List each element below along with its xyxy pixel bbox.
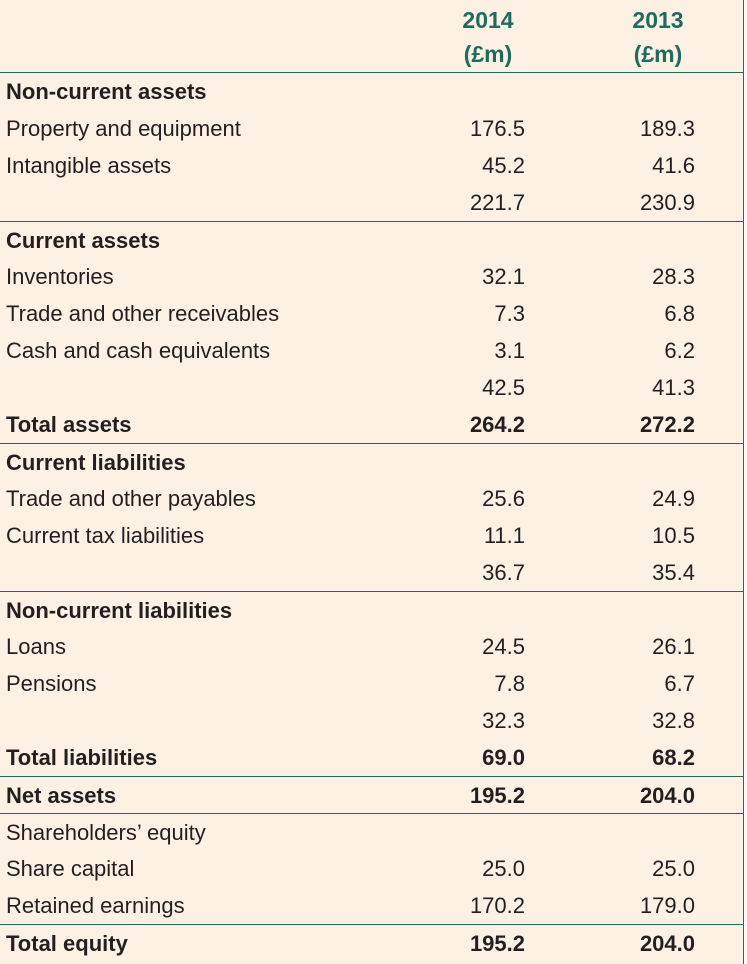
value-2014: 45.2 — [482, 153, 525, 178]
value-2014: 69.0 — [482, 745, 525, 770]
table-row: Inventories 32.1 28.3 — [0, 258, 743, 295]
value-2013: 6.2 — [664, 338, 695, 363]
row-label: Non-current assets — [6, 79, 207, 104]
value-2013: 41.3 — [652, 375, 695, 400]
table-row: Current liabilities — [0, 443, 743, 480]
value-2014: 42.5 — [482, 375, 525, 400]
row-label: Share capital — [6, 856, 135, 881]
row-label: Shareholders’ equity — [6, 820, 206, 845]
value-2014: 32.1 — [482, 264, 525, 289]
value-2013: 41.6 — [652, 153, 695, 178]
value-2013: 179.0 — [639, 893, 695, 918]
table-row: Trade and other receivables 7.3 6.8 — [0, 295, 743, 332]
table-row: Current assets — [0, 221, 743, 258]
table-row: Pensions 7.8 6.7 — [0, 665, 743, 702]
total-row: Net assets 195.2 204.0 — [0, 776, 743, 813]
table-row: Cash and cash equivalents 3.1 6.2 — [0, 332, 743, 369]
row-label: Total equity — [6, 931, 128, 956]
row-label: Intangible assets — [6, 153, 172, 178]
value-2014: 24.5 — [482, 634, 525, 659]
value-2014: 195.2 — [469, 783, 525, 808]
row-label: Current tax liabilities — [6, 523, 205, 548]
value-2014: 176.5 — [469, 116, 525, 141]
row-label: Total liabilities — [6, 745, 158, 770]
total-row: Total liabilities 69.0 68.2 — [0, 739, 743, 776]
row-label: Trade and other payables — [6, 486, 256, 511]
subtotal-row: 221.7 230.9 — [0, 184, 743, 221]
value-2014: 11.1 — [483, 523, 525, 548]
table-row: Loans 24.5 26.1 — [0, 628, 743, 665]
table-row: Non-current liabilities — [0, 591, 743, 628]
value-2013: 26.1 — [652, 634, 695, 659]
table-row: Retained earnings 170.2 179.0 — [0, 887, 743, 924]
total-row: Total equity 195.2 204.0 — [0, 924, 743, 961]
table-row: Share capital 25.0 25.0 — [0, 850, 743, 887]
column-unit-2014: (£m) — [463, 41, 513, 67]
total-row: Total assets 264.2 272.2 — [0, 406, 743, 443]
value-2013: 272.2 — [639, 412, 695, 437]
column-year-2014: 2014 — [462, 7, 514, 33]
row-label: Total assets — [6, 412, 132, 437]
table-row: Property and equipment 176.5 189.3 — [0, 110, 743, 147]
row-label: Cash and cash equivalents — [6, 338, 271, 363]
row-label: Current liabilities — [6, 450, 186, 475]
value-2013: 189.3 — [639, 116, 695, 141]
value-2013: 6.8 — [664, 301, 695, 326]
column-header-2014: 2014 (£m) — [443, 3, 533, 71]
value-2013: 204.0 — [639, 783, 695, 808]
subtotal-row: 36.7 35.4 — [0, 554, 743, 591]
row-label: Trade and other receivables — [6, 301, 280, 326]
subtotal-row: 32.3 32.8 — [0, 702, 743, 739]
value-2013: 204.0 — [639, 931, 695, 956]
row-label: Inventories — [6, 264, 114, 289]
row-label: Current assets — [6, 228, 161, 253]
subtotal-row: 42.5 41.3 — [0, 369, 743, 406]
table-row: Shareholders’ equity — [0, 813, 743, 850]
value-2014: 25.6 — [482, 486, 525, 511]
table-row: Non-current assets — [0, 73, 743, 110]
value-2013: 230.9 — [639, 190, 695, 215]
value-2013: 28.3 — [652, 264, 695, 289]
value-2013: 25.0 — [652, 856, 695, 881]
value-2014: 25.0 — [482, 856, 525, 881]
column-unit-2013: (£m) — [633, 41, 683, 67]
value-2014: 170.2 — [469, 893, 525, 918]
row-label: Retained earnings — [6, 893, 185, 918]
table-row: Trade and other payables 25.6 24.9 — [0, 480, 743, 517]
value-2014: 7.8 — [494, 671, 525, 696]
row-label: Net assets — [6, 783, 117, 808]
value-2014: 32.3 — [482, 708, 525, 733]
value-2013: 10.5 — [652, 523, 695, 548]
column-header-2013: 2013 (£m) — [613, 3, 703, 71]
value-2013: 35.4 — [652, 560, 695, 585]
row-label: Property and equipment — [6, 116, 241, 141]
value-2014: 3.1 — [494, 338, 525, 363]
value-2013: 32.8 — [652, 708, 695, 733]
value-2014: 36.7 — [482, 560, 525, 585]
value-2013: 6.7 — [664, 671, 695, 696]
table-row: Current tax liabilities 11.1 10.5 — [0, 517, 743, 554]
value-2013: 24.9 — [652, 486, 695, 511]
value-2014: 7.3 — [494, 301, 525, 326]
value-2014: 221.7 — [469, 190, 525, 215]
column-year-2013: 2013 — [632, 7, 684, 33]
row-label: Non-current liabilities — [6, 598, 233, 623]
value-2014: 264.2 — [469, 412, 525, 437]
row-label: Loans — [6, 634, 66, 659]
value-2013: 68.2 — [652, 745, 695, 770]
table-header: 2014 (£m) 2013 (£m) — [0, 0, 743, 73]
value-2014: 195.2 — [469, 931, 525, 956]
row-label: Pensions — [6, 671, 97, 696]
table-row: Intangible assets 45.2 41.6 — [0, 147, 743, 184]
